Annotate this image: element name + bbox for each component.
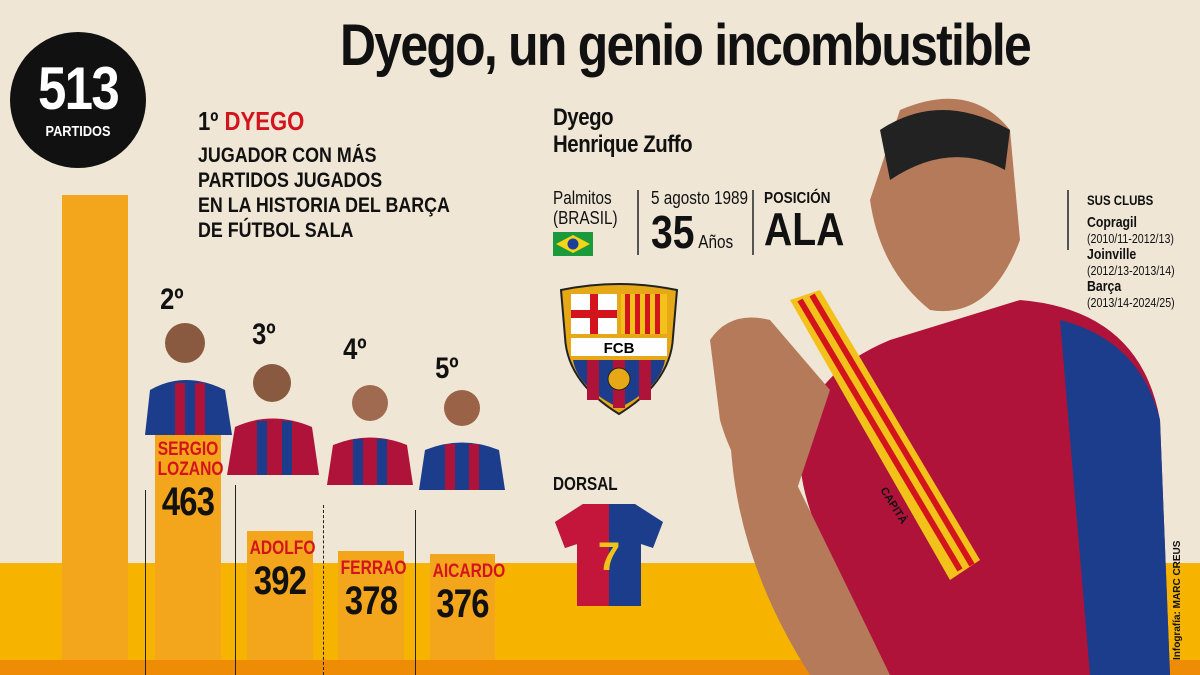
- player-photo-sergio: [145, 323, 232, 435]
- dyego-photo: CAPITÀ: [710, 98, 1170, 675]
- birthplace: Palmitos (BRASIL): [553, 188, 629, 262]
- player-rank: 3º: [252, 318, 276, 351]
- player-name: LOZANO: [157, 458, 224, 480]
- player-value: 392: [253, 559, 307, 604]
- bar-sergio-lozano: [155, 431, 221, 660]
- profile-name: Dyego Henrique Zuffo: [553, 104, 693, 158]
- clubs-label: SUS CLUBS: [1087, 192, 1154, 208]
- position-block: POSICIÓN ALA: [764, 190, 859, 256]
- divider: [637, 190, 639, 255]
- club-years: (2012/13-2013/14): [1087, 263, 1175, 278]
- jersey-icon: 7: [555, 504, 663, 606]
- bar-divider: [145, 490, 146, 675]
- first-name: Dyego: [553, 104, 614, 131]
- leader-desc-line: PARTIDOS JUGADOS: [198, 169, 383, 192]
- total-value: 513: [37, 55, 120, 122]
- credit: Infografía: MARC CREUS: [1172, 540, 1183, 660]
- crest-text: FCB: [604, 340, 635, 357]
- player-photos: [145, 323, 505, 490]
- birthdate-block: 5 agosto 1989 35 Años: [651, 188, 765, 259]
- player-rank: 2º: [160, 283, 184, 316]
- leader-desc-line: EN LA HISTORIA DEL BARÇA: [198, 194, 450, 217]
- dorsal-number: 7: [598, 535, 620, 579]
- divider: [752, 190, 754, 255]
- player-name: FERRAO: [340, 557, 407, 579]
- club-name: Barça: [1087, 278, 1122, 295]
- player-name: AICARDO: [432, 560, 506, 582]
- bar-ferrao: [338, 550, 404, 660]
- player-photo-ferrao: [327, 385, 413, 485]
- birthdate: 5 agosto 1989: [651, 188, 748, 208]
- birthplace-country: (BRASIL): [553, 208, 618, 228]
- leader-name: DYEGO: [224, 106, 305, 136]
- player-photo-adolfo: [227, 364, 319, 475]
- player-value: 378: [344, 578, 398, 623]
- club-years: (2013/14-2024/25): [1087, 295, 1175, 310]
- divider: [1067, 190, 1069, 250]
- full-name: Henrique Zuffo: [553, 131, 693, 158]
- player-name: ADOLFO: [249, 538, 316, 560]
- player-photo-aicardo: [419, 390, 505, 490]
- birthplace-city: Palmitos: [553, 188, 612, 208]
- player-label: SERGIO LOZANO 463: [151, 438, 225, 525]
- bar-divider: [415, 510, 416, 675]
- player-value: 463: [161, 479, 215, 524]
- bar-divider: [235, 485, 236, 675]
- leader-rank: 1º: [198, 106, 219, 136]
- club-name: Joinville: [1087, 246, 1137, 263]
- brazil-flag-icon: [553, 232, 593, 256]
- player-rank: 5º: [435, 352, 459, 385]
- total-badge: 513 PARTIDOS: [10, 32, 146, 168]
- player-label: FERRAO 378: [334, 557, 408, 624]
- player-label: ADOLFO 392: [243, 539, 317, 604]
- fcb-crest-icon: FCB: [559, 283, 679, 416]
- age: 35: [651, 206, 695, 258]
- leader-desc-line: DE FÚTBOL SALA: [198, 219, 354, 242]
- page-title: Dyego, un genio incombustible: [340, 13, 1032, 78]
- bar-adolfo: [247, 531, 313, 660]
- position-value: ALA: [764, 203, 845, 255]
- player-name: SERGIO: [157, 438, 219, 460]
- dorsal-label: DORSAL: [553, 474, 618, 494]
- bar-divider: [323, 505, 324, 675]
- bar-aicardo: [430, 553, 495, 660]
- total-label: PARTIDOS: [45, 123, 111, 140]
- clubs-list: SUS CLUBS Copragil (2010/11-2012/13) Joi…: [1087, 192, 1197, 310]
- position-label: POSICIÓN: [764, 190, 831, 207]
- bar-dyego: [62, 195, 128, 660]
- player-value: 376: [436, 581, 489, 626]
- leader-headline: 1º DYEGO JUGADOR CON MÁS PARTIDOS JUGADO…: [198, 106, 494, 243]
- leader-desc-line: JUGADOR CON MÁS: [198, 144, 377, 167]
- club-name: Copragil: [1087, 214, 1137, 231]
- club-years: (2010/11-2012/13): [1087, 231, 1174, 246]
- player-label: AICARDO 376: [426, 560, 506, 627]
- age-unit: Años: [698, 232, 734, 252]
- player-rank: 4º: [343, 333, 367, 366]
